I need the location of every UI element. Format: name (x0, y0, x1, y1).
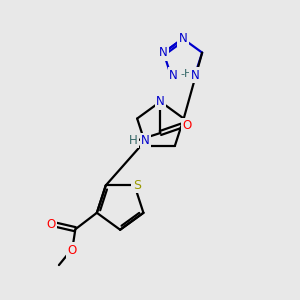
Text: O: O (183, 119, 192, 132)
Text: N: N (178, 32, 187, 45)
Text: O: O (68, 244, 77, 256)
Text: N: N (159, 46, 168, 59)
Text: S: S (133, 179, 141, 192)
Text: -H: -H (180, 69, 193, 79)
Text: O: O (46, 218, 55, 231)
Text: N: N (190, 69, 199, 82)
Text: N: N (156, 95, 165, 108)
Text: N: N (141, 134, 150, 147)
Text: N: N (169, 69, 178, 82)
Text: H: H (129, 134, 138, 147)
